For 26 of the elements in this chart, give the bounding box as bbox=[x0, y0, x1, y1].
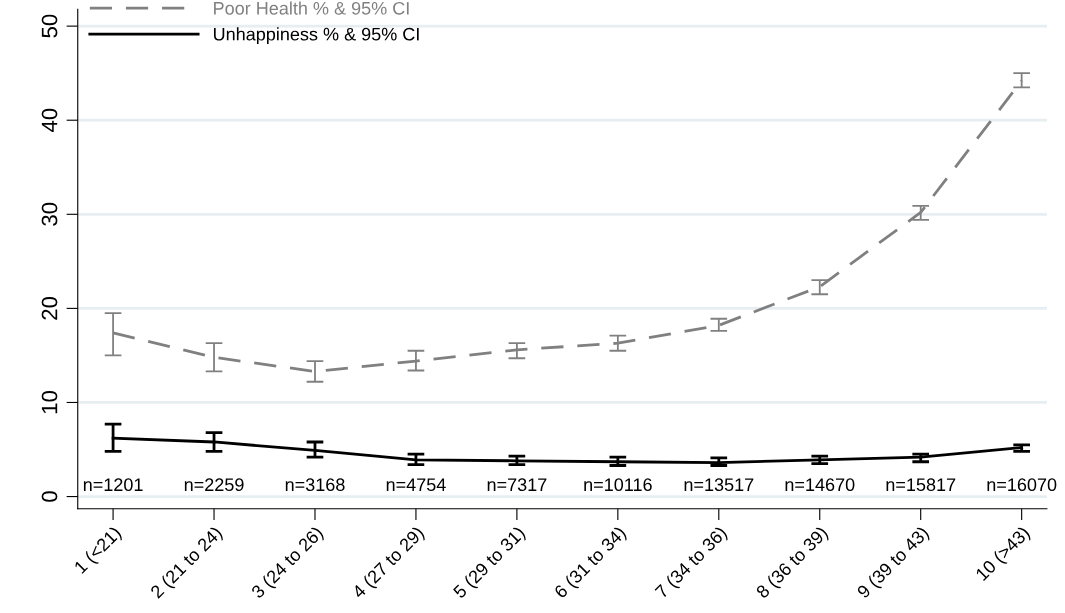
x-tick-label: 4 (27 to 29) bbox=[350, 525, 428, 602]
y-tick-label: 20 bbox=[41, 296, 58, 320]
y-tick-label: 0 bbox=[41, 491, 58, 502]
y-tick-label: 30 bbox=[41, 202, 58, 226]
text: Unhappiness % & 95% CI bbox=[213, 27, 419, 45]
y-tick-label: 40 bbox=[41, 108, 58, 133]
y-tick-label: 10 bbox=[41, 390, 58, 414]
x-tick-label: 3 (24 to 26) bbox=[250, 525, 327, 602]
annotation: n=1201 bbox=[83, 478, 143, 492]
annotation: n=7317 bbox=[487, 478, 547, 492]
x-tick-label: 2 (21 to 24) bbox=[149, 525, 226, 602]
x-tick-label: 8 (36 to 39) bbox=[755, 525, 831, 602]
x-tick-label: 6 (31 to 34) bbox=[553, 525, 629, 602]
annotation: n=10116 bbox=[584, 478, 652, 492]
annotation: n=13517 bbox=[684, 478, 754, 492]
annotation: n=3168 bbox=[285, 478, 345, 492]
annotation: n=15817 bbox=[886, 478, 956, 492]
x-tick-label: 9 (39 to 43) bbox=[856, 525, 932, 602]
x-tick-label: 5 (29 to 31) bbox=[452, 525, 528, 602]
annotation: n=2259 bbox=[184, 478, 244, 492]
text: Poor Health % & 95% CI bbox=[214, 1, 409, 15]
x-tick-label: 7 (34 to 36) bbox=[654, 525, 730, 602]
annotation: n=16070 bbox=[987, 478, 1057, 492]
annotation: n=14670 bbox=[785, 478, 855, 492]
annotation: n=4754 bbox=[386, 478, 446, 492]
y-tick-label: 50 bbox=[41, 14, 58, 38]
